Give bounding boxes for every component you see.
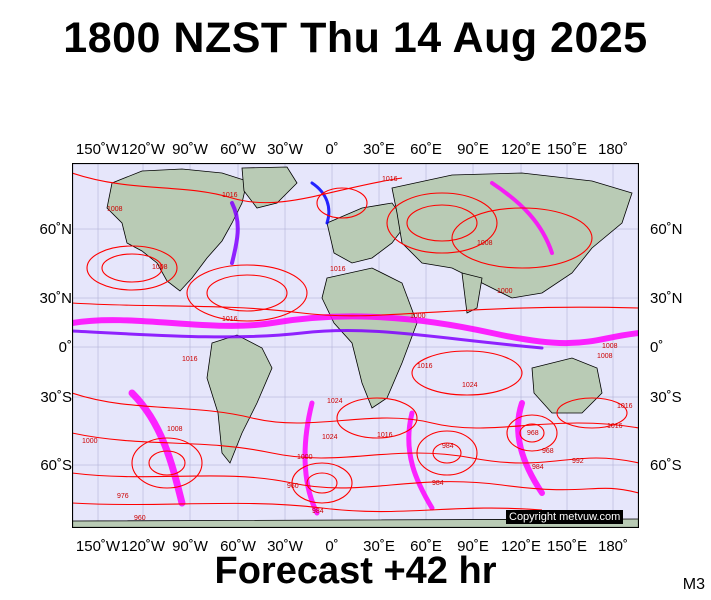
isobar-label: 1016 xyxy=(222,192,238,199)
isobar-label: 1000 xyxy=(297,454,313,461)
lat-label: 60˚S xyxy=(650,457,682,474)
isobar-label: 1008 xyxy=(597,353,613,360)
isobar-label: 1000 xyxy=(497,288,513,295)
lon-label: 60˚E xyxy=(410,141,442,158)
lon-label: 180˚ xyxy=(597,141,629,158)
india xyxy=(461,272,483,314)
lon-label: 0˚ xyxy=(325,538,339,555)
precipitation xyxy=(72,181,639,516)
isobar-label: 1024 xyxy=(462,382,478,389)
lat-label: 0˚ xyxy=(58,339,72,356)
lon-label: 30˚E xyxy=(363,141,395,158)
lon-label: 150˚E xyxy=(546,141,588,158)
isobar-label: 1024 xyxy=(327,398,343,405)
isobar-label: 1016 xyxy=(607,423,623,430)
lon-label: 90˚E xyxy=(457,141,489,158)
australia xyxy=(531,357,603,414)
isobar-label: 960 xyxy=(134,515,146,522)
isobar-label: 992 xyxy=(572,458,584,465)
isobars xyxy=(72,172,639,513)
isobar-label: 1016 xyxy=(417,363,433,370)
isobar-label: 1008 xyxy=(107,206,123,213)
lon-label: 180˚ xyxy=(597,538,629,555)
isobar-label: 976 xyxy=(117,493,129,500)
lat-label: 30˚N xyxy=(39,290,72,307)
lon-label: 120˚W xyxy=(120,141,166,158)
isobar-label: 1016 xyxy=(330,266,346,273)
forecast-label: Forecast +42 hr xyxy=(214,550,497,592)
lat-label: 60˚N xyxy=(39,221,72,238)
map-title: 1800 NZST Thu 14 Aug 2025 xyxy=(63,14,648,62)
lon-label: 30˚W xyxy=(267,538,303,555)
lon-label: 90˚W xyxy=(172,141,208,158)
lon-label: 150˚E xyxy=(546,538,588,555)
greenland xyxy=(241,166,298,209)
lat-label: 30˚N xyxy=(650,290,683,307)
map-frame xyxy=(72,163,639,528)
isobar-label: 984 xyxy=(442,443,454,450)
lon-label: 0˚ xyxy=(325,141,339,158)
isobar-label: 1008 xyxy=(602,343,618,350)
isobar-label: 968 xyxy=(542,448,554,455)
isobar-label: 968 xyxy=(527,430,539,437)
lon-label: 150˚W xyxy=(75,141,121,158)
lon-label: 30˚E xyxy=(363,538,395,555)
isobar-label: 984 xyxy=(312,508,324,515)
lon-label: 120˚W xyxy=(120,538,166,555)
isobar-label: 1016 xyxy=(182,356,198,363)
north-america xyxy=(106,168,248,292)
lat-label: 30˚S xyxy=(650,389,682,406)
copyright-badge: Copyright metvuw.com xyxy=(506,510,624,524)
asia xyxy=(391,172,633,299)
lat-label: 60˚N xyxy=(650,221,683,238)
isobar-label: 1000 xyxy=(410,313,426,320)
lon-label: 60˚E xyxy=(410,538,442,555)
isobar-label: 1016 xyxy=(382,176,398,183)
land-masses xyxy=(72,166,639,528)
pressure-labels: 1008 1016 1016 1008 1016 1016 1000 1008 … xyxy=(82,176,633,522)
isobar-label: 1008 xyxy=(167,426,183,433)
isobar-label: 1016 xyxy=(377,432,393,439)
lon-label: 90˚E xyxy=(457,538,489,555)
lat-label: 0˚ xyxy=(650,339,664,356)
isobar-label: 984 xyxy=(432,480,444,487)
isobar-label: 1024 xyxy=(322,434,338,441)
lat-label: 30˚S xyxy=(40,389,72,406)
lon-label: 60˚W xyxy=(220,141,256,158)
lat-label: 60˚S xyxy=(40,457,72,474)
isobar-label: 1008 xyxy=(152,264,168,271)
isobar-label: 960 xyxy=(287,483,299,490)
lon-label: 90˚W xyxy=(172,538,208,555)
model-label: M3 xyxy=(682,576,705,593)
lon-label: 120˚E xyxy=(500,141,542,158)
lon-label: 60˚W xyxy=(220,538,256,555)
isobar-label: 1016 xyxy=(617,403,633,410)
south-america xyxy=(206,334,273,464)
lon-label: 30˚W xyxy=(267,141,303,158)
lon-label: 120˚E xyxy=(500,538,542,555)
forecast-map: 1008 1016 1016 1008 1016 1016 1000 1008 … xyxy=(72,163,639,528)
antarctica xyxy=(72,518,639,528)
isobar-label: 1008 xyxy=(477,240,493,247)
isobar-label: 1000 xyxy=(82,438,98,445)
lon-label: 150˚W xyxy=(75,538,121,555)
isobar-label: 984 xyxy=(532,464,544,471)
isobar-label: 1016 xyxy=(222,316,238,323)
